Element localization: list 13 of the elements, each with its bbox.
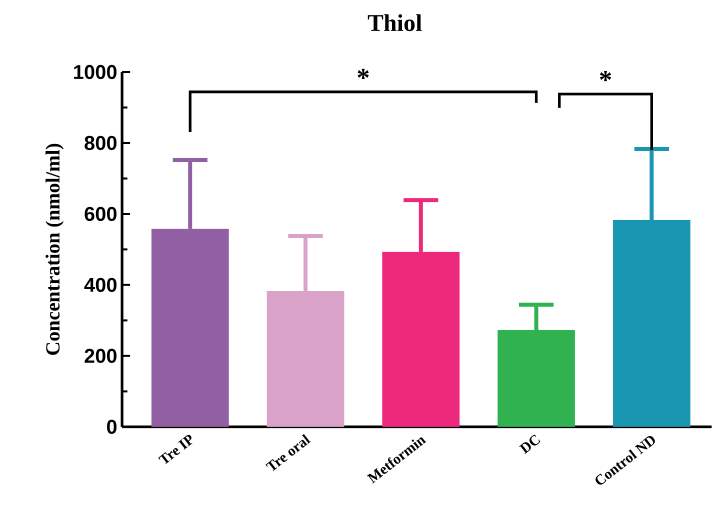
x-tick-label: Tre oral	[266, 434, 311, 472]
y-tick-label: 600	[84, 206, 117, 222]
x-tick-label: DC	[519, 434, 540, 454]
y-tick-label: 0	[107, 420, 117, 434]
y-tick-label: 800	[84, 136, 117, 150]
chart-title: Thiol	[368, 14, 422, 32]
y-tick-label: 400	[84, 278, 117, 292]
annotation: *	[600, 71, 612, 82]
y-axis-title: Concentration (nmol/ml)	[46, 144, 64, 355]
y-tick-label: 1000	[74, 64, 117, 80]
annotation: *	[358, 68, 369, 80]
x-tick-label: Tre IP	[158, 434, 192, 464]
y-tick-label: 200	[84, 348, 117, 364]
